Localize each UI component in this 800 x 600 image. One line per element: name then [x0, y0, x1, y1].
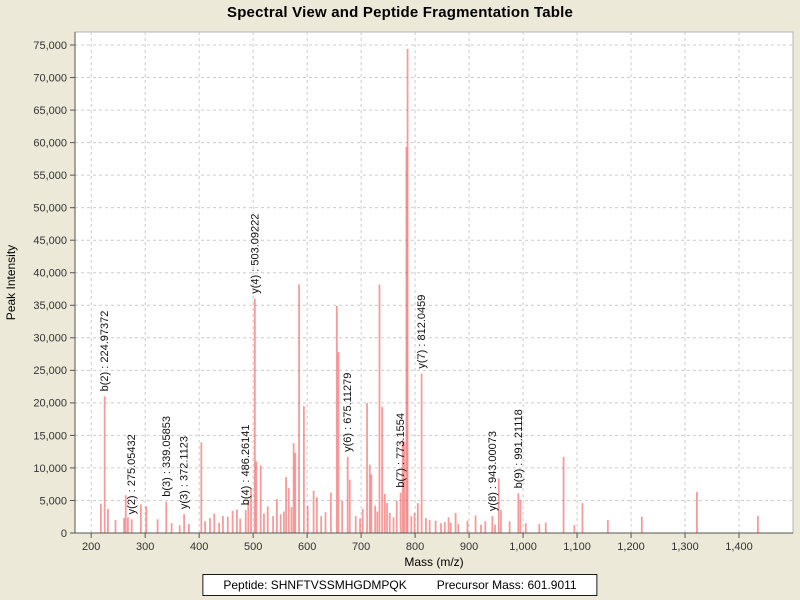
x-tick-label: 1,400 [725, 541, 753, 553]
peak-annotation: b(9) : 991.21118 [513, 409, 525, 488]
x-tick-label: 1,000 [509, 541, 537, 553]
y-tick-label: 60,000 [33, 137, 67, 149]
x-tick-label: 1,300 [671, 541, 699, 553]
peak-annotation: b(2) : 224.97372 [99, 311, 111, 392]
x-tick-label: 300 [136, 541, 154, 553]
y-tick-label: 75,000 [33, 40, 67, 52]
y-tick-label: 35,000 [33, 300, 67, 312]
peak-annotation: y(8) : 943.00073 [487, 431, 499, 511]
peak-annotation: b(3) : 339.05853 [161, 416, 173, 497]
peak-annotation: b(7) : 773.1554 [395, 413, 407, 488]
precursor-mass-label: Precursor Mass: 601.9011 [436, 578, 577, 592]
x-tick-label: 700 [352, 541, 370, 553]
peak-annotation: y(3) : 372.1123 [179, 436, 191, 509]
y-tick-label: 20,000 [33, 398, 67, 410]
y-tick-label: 65,000 [33, 105, 67, 117]
y-axis-title: Peak Intensity [4, 245, 18, 320]
y-tick-label: 15,000 [33, 430, 67, 442]
x-tick-label: 1,200 [617, 541, 645, 553]
y-tick-label: 50,000 [33, 203, 67, 215]
peak-annotation: y(6) : 675.11279 [342, 373, 354, 452]
y-tick-label: 10,000 [33, 463, 67, 475]
x-tick-label: 400 [190, 541, 208, 553]
y-tick-label: 0 [61, 528, 67, 540]
x-tick-label: 1,100 [563, 541, 591, 553]
y-tick-label: 70,000 [33, 72, 67, 84]
x-tick-label: 200 [82, 541, 100, 553]
peptide-sequence-label: Peptide: SHNFTVSSMHGDMPQK [223, 578, 407, 592]
chart-title: Spectral View and Peptide Fragmentation … [226, 4, 574, 21]
y-tick-label: 5,000 [39, 495, 67, 507]
x-tick-label: 900 [460, 541, 478, 553]
y-tick-label: 30,000 [33, 333, 67, 345]
peak-annotation: y(7) : 812.0459 [416, 295, 428, 369]
x-axis-title: Mass (m/z) [404, 555, 463, 569]
y-tick-label: 40,000 [33, 268, 67, 280]
peptide-info-box: Peptide: SHNFTVSSMHGDMPQK Precursor Mass:… [202, 574, 598, 596]
peak-annotation: y(4) : 503.09222 [249, 214, 261, 294]
peak-annotation: b(4) : 486.26141 [240, 424, 252, 505]
x-tick-label: 500 [244, 541, 262, 553]
peak-annotation: y(2) : 275.05432 [126, 434, 138, 514]
plot-area [74, 31, 794, 534]
x-tick-label: 800 [406, 541, 424, 553]
y-tick-label: 25,000 [33, 365, 67, 377]
x-tick-label: 600 [298, 541, 316, 553]
y-tick-label: 45,000 [33, 235, 67, 247]
y-tick-label: 55,000 [33, 170, 67, 182]
